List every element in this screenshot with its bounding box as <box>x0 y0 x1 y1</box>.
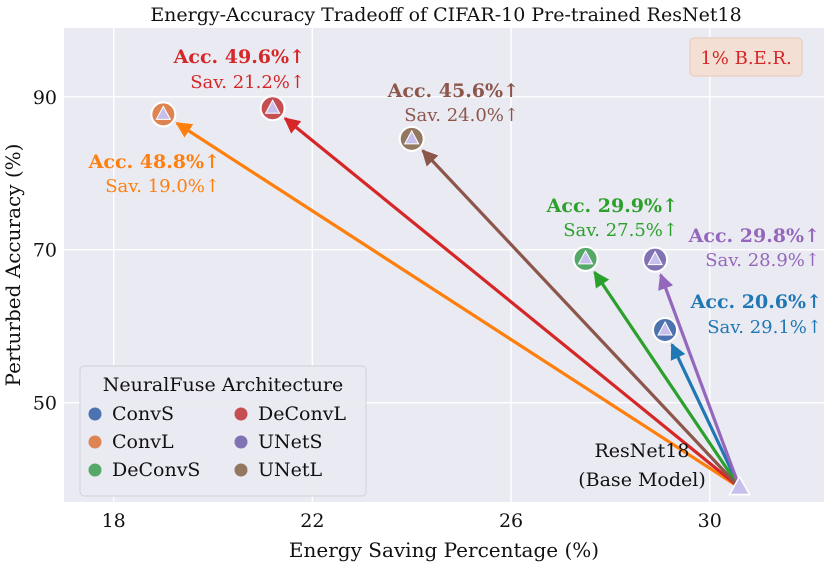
sav-label-unets: Sav. 28.9%↑ <box>705 250 820 271</box>
grid <box>64 28 824 502</box>
x-tick-label: 26 <box>499 510 523 532</box>
point-triangle-convl <box>155 105 172 120</box>
acc-label-deconvl: Acc. 49.6%↑ <box>173 46 305 68</box>
sav-label-unetl: Sav. 24.0%↑ <box>404 105 519 126</box>
legend-label-deconvl: DeConvL <box>258 403 346 425</box>
legend-label-convs: ConvS <box>112 403 174 425</box>
acc-label-convs: Acc. 20.6%↑ <box>690 291 822 313</box>
arrow-convs <box>670 343 742 489</box>
sav-label-deconvs: Sav. 27.5%↑ <box>563 220 678 241</box>
legend-marker-unetl <box>234 463 248 477</box>
point-triangle-deconvs <box>577 249 594 265</box>
y-tick-label: 50 <box>33 393 57 415</box>
base-model-label: ResNet18 (Base Model) <box>578 440 706 491</box>
arrow-unetl <box>421 149 741 489</box>
base-model-point <box>728 474 751 496</box>
x-tick-label: 22 <box>300 510 324 532</box>
chart-title: Energy-Accuracy Tradeoff of CIFAR-10 Pre… <box>150 4 741 26</box>
acc-label-deconvs: Acc. 29.9%↑ <box>546 195 678 217</box>
point-triangle-unets <box>647 250 663 266</box>
arrow-unets <box>658 273 742 489</box>
sav-label-deconvl: Sav. 21.2%↑ <box>190 72 305 93</box>
point-triangle-convs <box>657 320 673 336</box>
sav-label-convl: Sav. 19.0%↑ <box>105 176 220 197</box>
arrows <box>175 117 742 489</box>
point-triangle-deconvl <box>264 99 281 114</box>
legend-marker-deconvl <box>234 407 248 421</box>
y-tick-label: 90 <box>33 87 57 109</box>
ticks: 18 22 26 30 50 70 90 <box>33 87 722 532</box>
base-model-name: ResNet18 <box>595 440 690 462</box>
y-axis-label: Perturbed Accuracy (%) <box>1 144 25 387</box>
arrow-convl <box>175 121 741 489</box>
y-tick-label: 70 <box>33 240 57 262</box>
base-model-note: (Base Model) <box>578 469 706 491</box>
legend-marker-unets <box>234 435 248 449</box>
ber-badge-text: 1% B.E.R. <box>700 48 791 69</box>
sav-label-convs: Sav. 29.1%↑ <box>707 317 822 338</box>
point-triangle-unetl <box>403 129 420 145</box>
x-axis-label: Energy Saving Percentage (%) <box>289 538 599 562</box>
acc-label-unets: Acc. 29.8%↑ <box>688 225 820 247</box>
ber-badge: 1% B.E.R. <box>689 37 803 77</box>
points <box>150 95 751 496</box>
legend-label-unets: UNetS <box>258 431 323 453</box>
legend-title: NeuralFuse Architecture <box>103 374 344 396</box>
acc-label-convl: Acc. 48.8%↑ <box>88 151 220 173</box>
legend-label-convl: ConvL <box>112 431 174 453</box>
annotations: Acc. 20.6%↑ Sav. 29.1%↑ Acc. 48.8%↑ Sav. 19… <box>88 46 822 338</box>
legend-label-unetl: UNetL <box>258 459 323 481</box>
legend-box <box>79 365 367 497</box>
legend-marker-convs <box>88 407 102 421</box>
arrow-deconvl <box>283 117 741 489</box>
acc-label-unetl: Acc. 45.6%↑ <box>387 80 519 102</box>
legend-label-deconvs: DeConvS <box>112 459 200 481</box>
arrow-deconvs <box>593 270 741 489</box>
legend-marker-deconvs <box>88 463 102 477</box>
legend: NeuralFuse Architecture ConvS ConvL DeConv… <box>79 365 367 497</box>
x-tick-label: 18 <box>102 510 126 532</box>
legend-marker-convl <box>88 435 102 449</box>
ber-badge-box <box>689 37 803 77</box>
x-tick-label: 30 <box>698 510 722 532</box>
